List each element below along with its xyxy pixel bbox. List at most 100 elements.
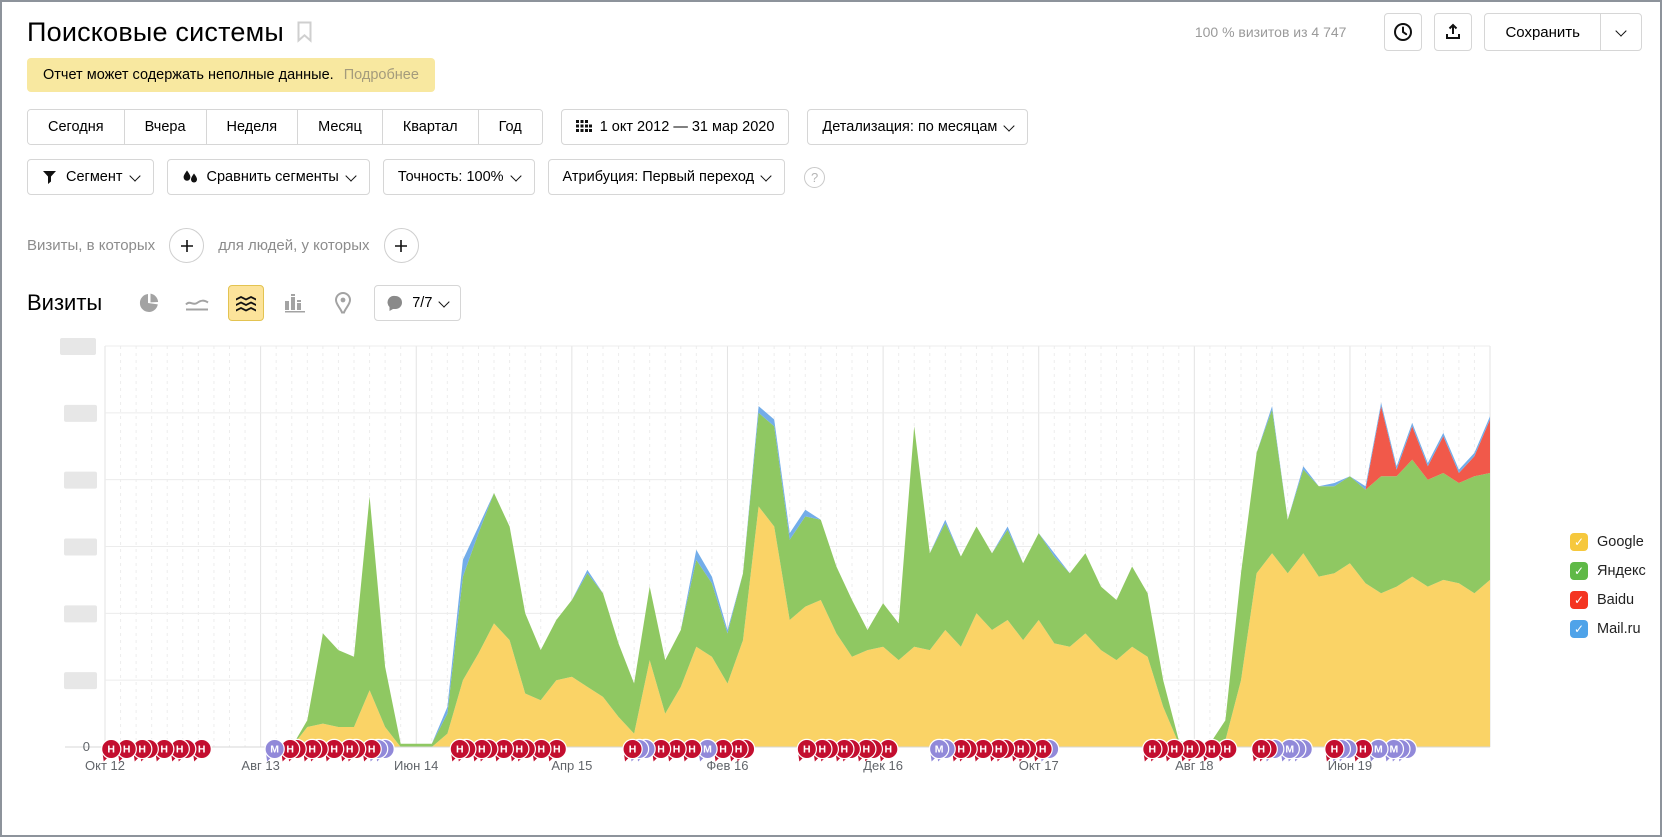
marker-tail	[341, 753, 348, 762]
marker-tail	[842, 753, 849, 762]
annotation-marker-icon	[1142, 738, 1163, 760]
marker-letter: Н	[735, 744, 743, 756]
view-map-button[interactable]	[326, 286, 360, 320]
marker-tail	[636, 753, 644, 762]
detail-dropdown[interactable]: Детализация: по месяцам	[807, 109, 1029, 145]
marker-letter: Н	[1359, 744, 1367, 756]
marker-tail	[683, 753, 691, 762]
marker-tail	[879, 753, 887, 762]
annotation-marker-group[interactable]: МН	[1251, 738, 1313, 762]
view-stacked-area-button[interactable]	[228, 285, 265, 321]
legend-label: Baidu	[1597, 592, 1635, 608]
marker-tail	[736, 753, 744, 762]
area-series-baidu	[105, 406, 1490, 747]
save-dropdown[interactable]	[1601, 24, 1641, 37]
annotation-marker-icon	[101, 738, 122, 760]
marker-letter: Н	[995, 744, 1003, 756]
save-button[interactable]: Сохранить	[1484, 13, 1642, 51]
marker-tail	[1294, 753, 1301, 762]
bookmark-icon[interactable]	[296, 21, 313, 48]
marker-letter: Н	[368, 744, 376, 756]
legend-checkbox-icon[interactable]: ✓	[1570, 620, 1588, 638]
export-button[interactable]	[1434, 13, 1473, 51]
marker-tail	[347, 753, 355, 762]
marker-tail	[288, 753, 295, 762]
marker-letter: Н	[1039, 744, 1047, 756]
add-people-condition-button[interactable]	[383, 228, 419, 263]
marker-letter: Н	[538, 744, 546, 756]
marker-tail	[457, 753, 465, 762]
add-visit-condition-button[interactable]	[169, 228, 205, 263]
legend-checkbox-icon[interactable]: ✓	[1570, 533, 1588, 551]
annotation-marker-icon	[1368, 738, 1389, 760]
tab-year[interactable]: Год	[478, 110, 542, 144]
marker-tail	[990, 753, 997, 762]
x-axis-tick-label: Авг 13	[241, 758, 279, 773]
annotation-marker-icon	[361, 738, 382, 760]
marker-letter: Н	[107, 744, 115, 756]
marker-tail	[820, 753, 827, 762]
segment-button[interactable]: Сегмент	[27, 159, 154, 195]
marker-tail	[1181, 753, 1188, 762]
annotation-marker-icon	[681, 738, 703, 760]
tab-quarter[interactable]: Квартал	[382, 110, 479, 144]
compare-segments-label: Сравнить сегменты	[206, 169, 339, 185]
view-line-button[interactable]	[180, 286, 214, 320]
accuracy-dropdown[interactable]: Точность: 100%	[382, 159, 535, 195]
detail-label: Детализация: по месяцам	[822, 119, 998, 135]
history-button[interactable]	[1384, 13, 1423, 51]
save-button-label: Сохранить	[1505, 23, 1580, 41]
marker-tail	[532, 753, 540, 762]
marker-tail	[1287, 753, 1295, 762]
x-axis-tick-label: Окт 17	[1019, 758, 1059, 773]
view-columns-button[interactable]	[278, 286, 312, 320]
notice-details-link[interactable]: Подробнее	[343, 67, 419, 83]
goals-selector-button[interactable]: 7/7	[374, 285, 462, 321]
annotation-marker-icon	[972, 738, 994, 760]
view-pie-button[interactable]	[132, 286, 166, 320]
legend-checkbox-icon[interactable]: ✓	[1570, 591, 1588, 609]
x-axis-tick-label: Фев 16	[706, 758, 748, 773]
date-range-button[interactable]: 1 окт 2012 — 31 мар 2020	[560, 109, 790, 145]
marker-letter: Н	[841, 744, 849, 756]
legend-item-google[interactable]: ✓ Google	[1570, 533, 1646, 551]
legend-item-baidu[interactable]: ✓ Baidu	[1570, 591, 1646, 609]
annotation-marker-icon	[339, 738, 360, 760]
marker-letter: Н	[160, 744, 168, 756]
legend-item-mailru[interactable]: ✓ Mail.ru	[1570, 620, 1646, 638]
legend-item-яндекс[interactable]: ✓ Яндекс	[1570, 562, 1646, 580]
marker-tail	[303, 753, 311, 762]
marker-tail	[813, 753, 821, 762]
marker-letter: Н	[176, 744, 184, 756]
tab-week[interactable]: Неделя	[206, 110, 299, 144]
help-icon[interactable]: ?	[804, 166, 826, 188]
annotation-marker-icon	[1032, 738, 1053, 760]
tab-month[interactable]: Месяц	[298, 110, 383, 144]
marker-tail	[1332, 753, 1339, 762]
tab-yesterday[interactable]: Вчера	[124, 110, 207, 144]
marker-tail	[1150, 753, 1157, 762]
period-toolbar: Сегодня Вчера Неделя Месяц Квартал Год 1…	[27, 109, 1029, 145]
marker-tail	[1354, 753, 1361, 762]
annotation-marker-icon	[279, 738, 301, 760]
marker-tail	[1187, 753, 1195, 762]
marker-tail	[698, 753, 706, 762]
marker-letter: М	[270, 744, 279, 756]
attribution-dropdown[interactable]: Атрибуция: Первый переход	[547, 159, 786, 195]
compare-segments-button[interactable]: Сравнить сегменты	[166, 159, 370, 195]
conditions-row: Визиты, в которых для людей, у которых	[27, 228, 419, 263]
chart-legend: ✓ Google ✓ Яндекс ✓ Baidu ✓ Mail.ru	[1570, 533, 1646, 638]
legend-checkbox-icon[interactable]: ✓	[1570, 562, 1588, 580]
marker-tail	[451, 753, 458, 762]
x-axis-tick-label: Июн 14	[394, 758, 438, 773]
marker-letter: Н	[346, 744, 354, 756]
tab-today[interactable]: Сегодня	[28, 110, 125, 144]
